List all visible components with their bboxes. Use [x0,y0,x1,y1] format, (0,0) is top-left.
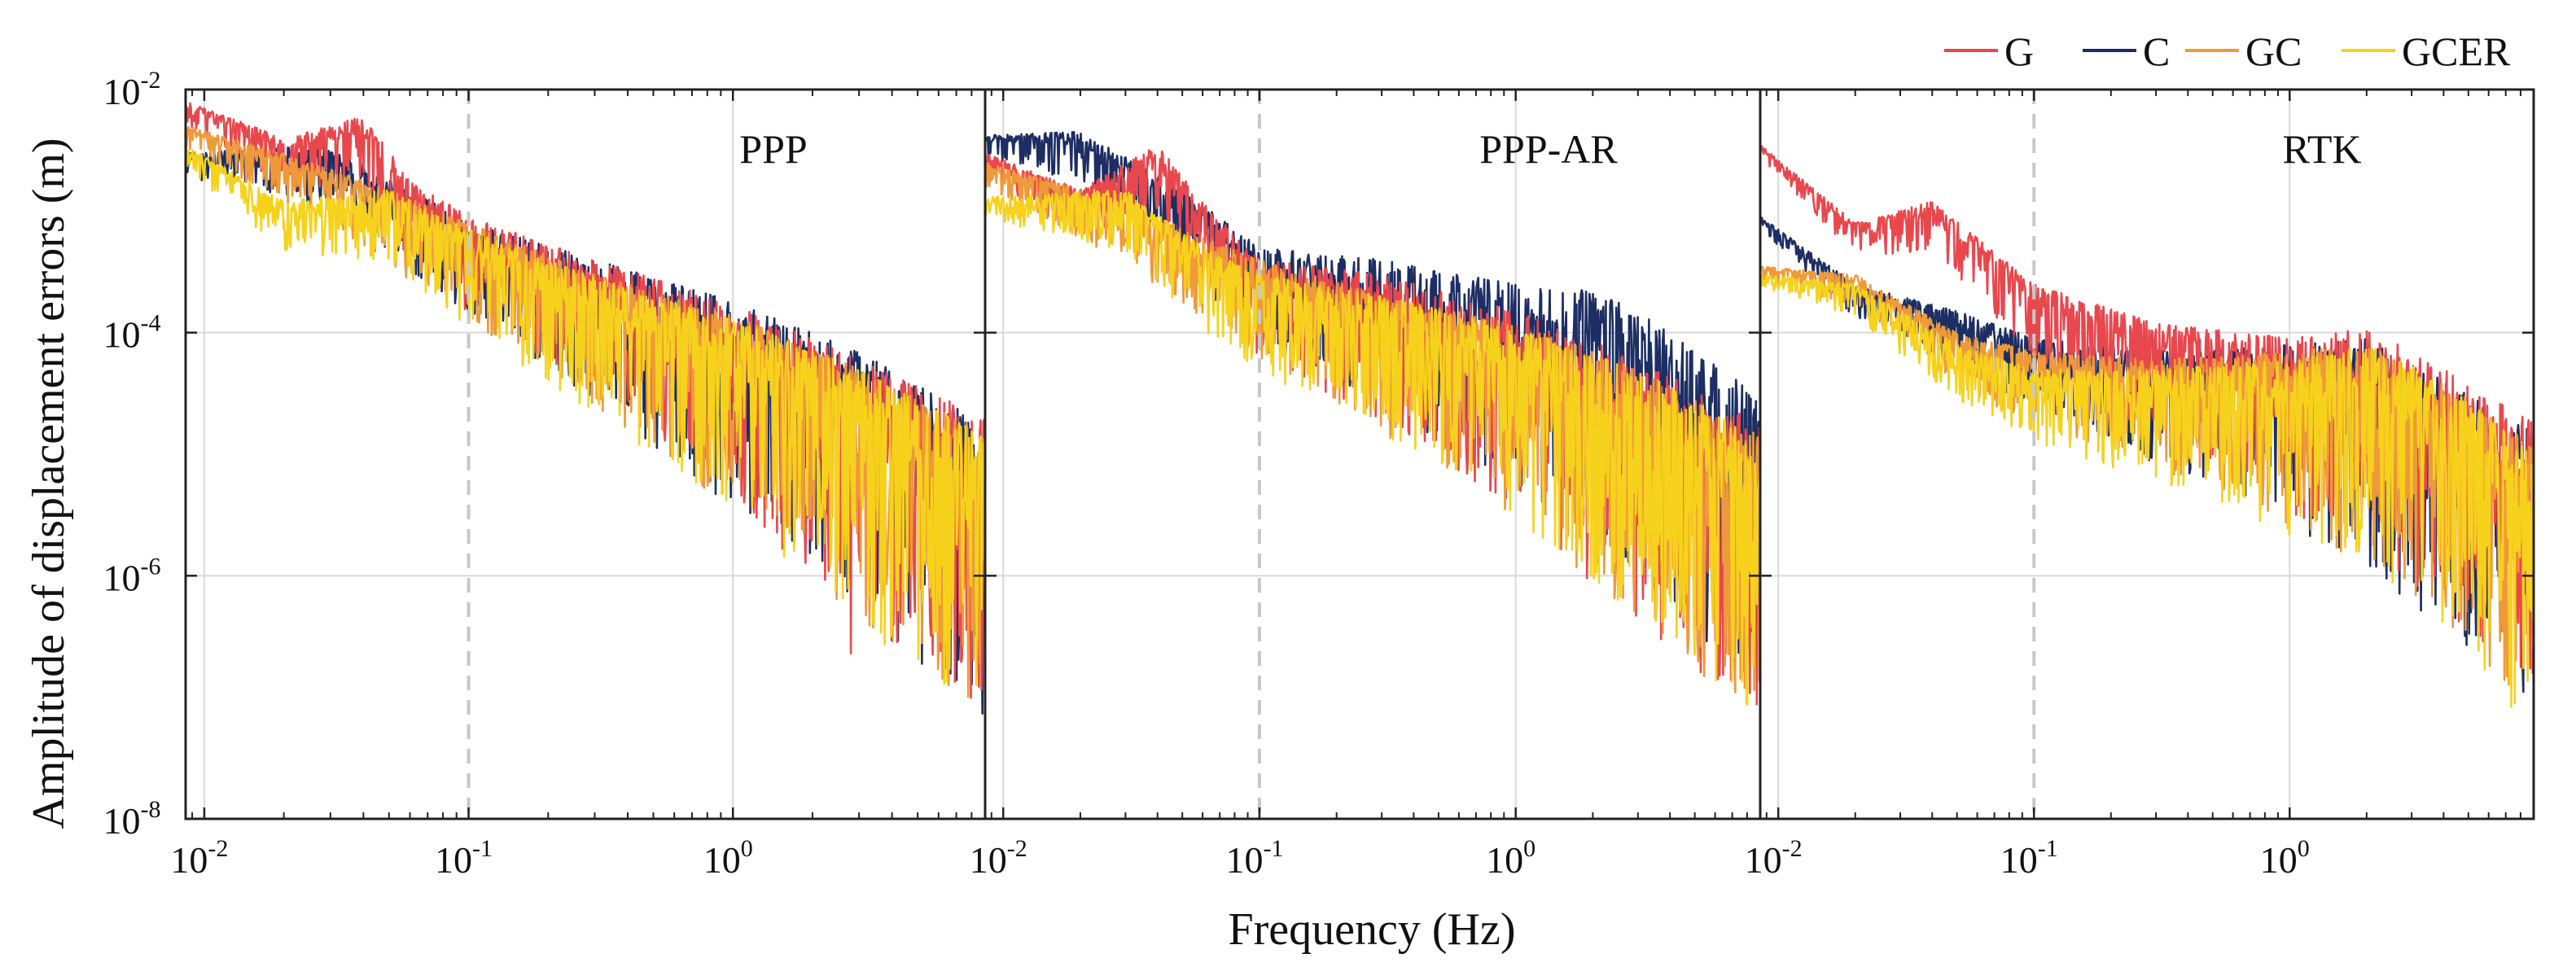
tick-exponent: 0 [1523,835,1536,862]
axis-labels: Amplitude of displacement errors (m) Fre… [24,138,1515,955]
series-line-gcer [1760,273,2534,708]
series-line-gcer [186,147,985,686]
tick-base: 10 [2000,839,2038,881]
x-axis-label: Frequency (Hz) [1229,904,1516,955]
tick-exponent: -2 [1782,835,1803,862]
tick-exponent: 0 [2298,835,2310,862]
tick-exponent: -8 [141,796,161,823]
tick-base: 10 [1745,839,1782,881]
tick-base: 10 [103,314,141,356]
tick-base: 10 [170,839,208,881]
tick-base: 10 [435,839,472,881]
y-tick-label: 10-8 [103,796,161,842]
tick-exponent: -1 [1263,835,1283,862]
tick-exponent: -4 [141,310,161,337]
y-tick-label: 10-4 [103,310,161,356]
x-tick-label: 100 [2260,835,2310,881]
tick-base: 10 [970,839,1007,881]
panel-title: RTK [2283,126,2362,172]
x-tick-label: 100 [703,835,753,881]
panel-title: PPP-AR [1479,126,1618,172]
tick-base: 10 [1225,839,1263,881]
legend-label: GC [2245,28,2302,74]
legend-item-gcer: GCER [2342,28,2511,74]
series-group [186,102,985,715]
tick-exponent: 0 [741,835,753,862]
tick-exponent: -2 [141,67,161,94]
tick-base: 10 [103,71,141,112]
panel-title: PPP [739,126,807,172]
tick-base: 10 [703,839,741,881]
series-group [985,130,1760,706]
series-group [1760,145,2534,708]
y-axis-label: Amplitude of displacement errors (m) [24,138,74,829]
x-tick-label: 10-1 [1225,835,1283,881]
tick-base: 10 [103,557,141,598]
y-tick-label: 10-6 [103,553,161,598]
legend-label: G [2004,28,2034,74]
tick-base: 10 [1486,839,1523,881]
tick-exponent: -6 [141,553,161,580]
legend-item-c: C [2083,28,2170,74]
series-line-gc [985,162,1760,693]
tick-exponent: -1 [472,835,493,862]
tick-exponent: -2 [208,835,228,862]
axes-box [1759,88,2535,820]
legend-label: C [2143,28,2170,74]
tick-exponent: -1 [2038,835,2058,862]
x-tick-label: 10-1 [2000,835,2058,881]
series-line-gcer [985,190,1760,706]
x-tick-label: 10-2 [970,835,1027,881]
tick-exponent: -2 [1007,835,1027,862]
tick-base: 10 [103,800,141,842]
x-tick-label: 10-1 [435,835,493,881]
legend-label: GCER [2402,28,2511,74]
legend-item-g: G [1944,28,2034,74]
y-tick-label: 10-2 [103,67,161,112]
legend: G C GC GCER [1944,28,2511,74]
x-tick-label: 10-2 [170,835,228,881]
x-tick-label: 100 [1486,835,1536,881]
legend-item-gc: GC [2185,28,2302,74]
tick-base: 10 [2260,839,2298,881]
x-tick-label: 10-2 [1745,835,1803,881]
